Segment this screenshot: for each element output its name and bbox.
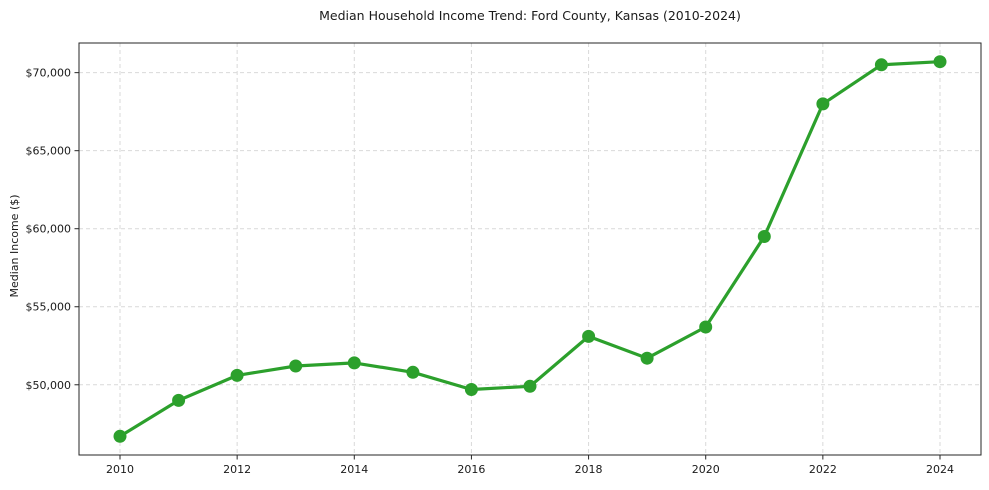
data-point xyxy=(113,429,127,443)
data-point xyxy=(874,58,888,72)
data-point xyxy=(582,329,596,343)
data-point xyxy=(816,97,830,111)
y-tick-label: $55,000 xyxy=(26,301,72,314)
x-tick-label: 2016 xyxy=(457,463,485,476)
y-tick-label: $65,000 xyxy=(26,145,72,158)
series-layer xyxy=(113,55,947,443)
data-point xyxy=(640,351,654,365)
y-tick-label: $60,000 xyxy=(26,223,72,236)
data-point xyxy=(757,230,771,243)
data-point xyxy=(347,356,361,370)
y-tick-label: $50,000 xyxy=(26,379,72,392)
axis-layer: $50,000 $55,000 $60,000 $65,000 $70,000 2010 2… xyxy=(26,67,955,476)
data-point xyxy=(933,55,947,69)
x-tick-label: 2018 xyxy=(575,463,603,476)
x-tick-label: 2020 xyxy=(692,463,720,476)
data-point xyxy=(464,383,478,396)
plot-border xyxy=(78,42,982,456)
data-point xyxy=(289,359,303,373)
x-tick-label: 2014 xyxy=(340,463,368,476)
x-tick-label: 2022 xyxy=(809,463,837,476)
data-point xyxy=(172,393,186,407)
data-point xyxy=(406,365,420,379)
y-axis-title: Median Income ($) xyxy=(8,194,21,297)
x-tick-label: 2012 xyxy=(223,463,251,476)
chart-title: Median Household Income Trend: Ford Coun… xyxy=(319,8,741,23)
y-tick-label: $70,000 xyxy=(26,67,72,80)
data-point xyxy=(230,368,244,382)
grid-layer xyxy=(79,43,981,455)
x-tick-label: 2010 xyxy=(106,463,134,476)
data-point xyxy=(523,379,537,393)
data-point xyxy=(699,320,713,334)
x-tick-label: 2024 xyxy=(926,463,954,476)
